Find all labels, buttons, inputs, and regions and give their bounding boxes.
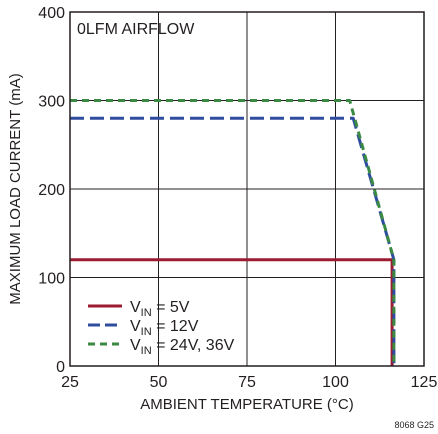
series-line-3 xyxy=(70,99,396,366)
y-tick-label: 0 xyxy=(56,359,65,376)
series-line-1 xyxy=(70,258,394,366)
legend-label-2: VIN = 12V xyxy=(130,318,199,338)
airflow-annotation: 0LFM AIRFLOW xyxy=(77,21,195,38)
legend-label-1: VIN = 5V xyxy=(130,299,190,319)
x-tick-label: 75 xyxy=(238,374,256,391)
y-tick-label: 200 xyxy=(38,182,65,199)
x-tick-label: 100 xyxy=(322,374,349,391)
grid xyxy=(70,12,424,366)
plot-frame xyxy=(69,11,425,367)
y-tick-label: 300 xyxy=(38,94,65,111)
tick-labels: 25 50 75 100 125 0 100 200 300 400 xyxy=(38,5,437,391)
series-line-2 xyxy=(70,116,396,366)
x-tick-label: 125 xyxy=(411,374,438,391)
legend-label-3: VIN = 24V, 36V xyxy=(130,337,235,357)
y-tick-label: 400 xyxy=(38,5,65,22)
y-tick-label: 100 xyxy=(38,271,65,288)
x-tick-label: 25 xyxy=(61,374,79,391)
series-lines xyxy=(70,99,396,366)
x-axis-label: AMBIENT TEMPERATURE (°C) xyxy=(140,396,354,413)
x-tick-label: 50 xyxy=(150,374,168,391)
figure-code: 8068 G25 xyxy=(394,420,434,430)
y-axis-label: MAXIMUM LOAD CURRENT (mA) xyxy=(7,73,24,304)
